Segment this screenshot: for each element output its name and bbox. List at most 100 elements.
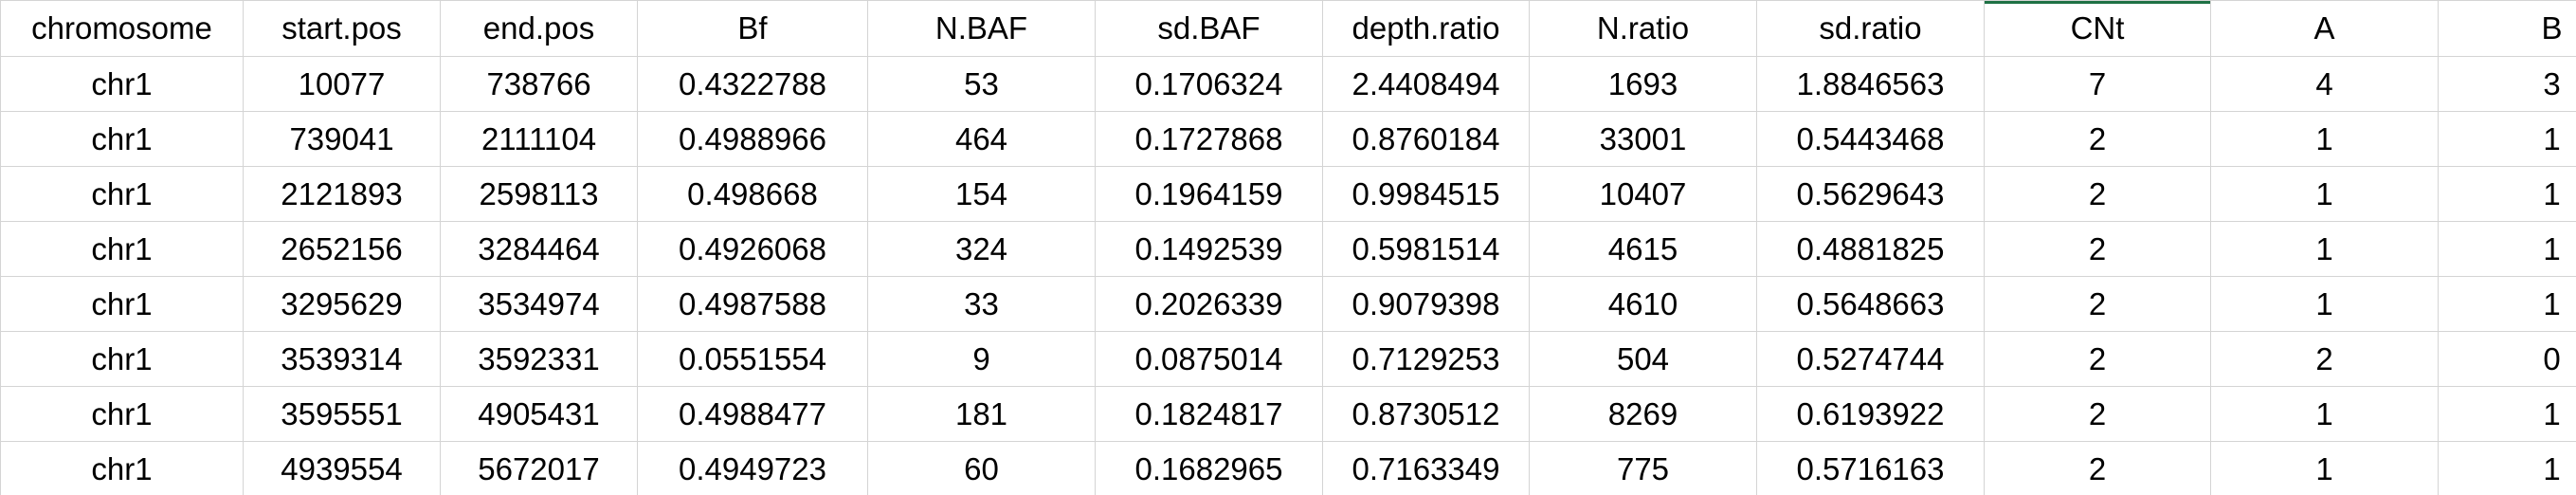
column-header[interactable]: sd.BAF: [1095, 0, 1323, 57]
table-cell[interactable]: 4615: [1529, 221, 1757, 277]
table-cell[interactable]: 2598113: [440, 166, 638, 222]
table-cell[interactable]: chr1: [0, 56, 244, 112]
table-cell[interactable]: 154: [867, 166, 1096, 222]
table-cell[interactable]: 2111104: [440, 111, 638, 167]
table-cell[interactable]: 1: [2438, 111, 2576, 167]
table-cell[interactable]: 4939554: [243, 441, 441, 495]
table-cell[interactable]: chr1: [0, 386, 244, 442]
table-cell[interactable]: 0.5443468: [1756, 111, 1985, 167]
column-header[interactable]: N.ratio: [1529, 0, 1757, 57]
table-cell[interactable]: 9: [867, 331, 1096, 387]
table-cell[interactable]: 2: [1984, 276, 2211, 332]
table-cell[interactable]: 0.4988966: [637, 111, 868, 167]
table-cell[interactable]: 0.6193922: [1756, 386, 1985, 442]
table-cell[interactable]: 0.9079398: [1322, 276, 1530, 332]
table-cell[interactable]: 0.1492539: [1095, 221, 1323, 277]
table-cell[interactable]: 10407: [1529, 166, 1757, 222]
table-cell[interactable]: 1: [2438, 386, 2576, 442]
table-cell[interactable]: 464: [867, 111, 1096, 167]
table-cell[interactable]: 2652156: [243, 221, 441, 277]
column-header[interactable]: end.pos: [440, 0, 638, 57]
table-cell[interactable]: chr1: [0, 331, 244, 387]
table-cell[interactable]: 2: [1984, 166, 2211, 222]
column-header[interactable]: depth.ratio: [1322, 0, 1530, 57]
table-cell[interactable]: 2: [1984, 111, 2211, 167]
table-cell[interactable]: 7: [1984, 56, 2211, 112]
table-cell[interactable]: 33001: [1529, 111, 1757, 167]
table-cell[interactable]: 0.4881825: [1756, 221, 1985, 277]
table-cell[interactable]: 2: [1984, 441, 2211, 495]
table-cell[interactable]: 0.4987588: [637, 276, 868, 332]
table-cell[interactable]: 738766: [440, 56, 638, 112]
table-cell[interactable]: 0.8730512: [1322, 386, 1530, 442]
table-cell[interactable]: 0.1706324: [1095, 56, 1323, 112]
table-cell[interactable]: chr1: [0, 221, 244, 277]
column-header[interactable]: A: [2210, 0, 2439, 57]
table-cell[interactable]: 0.7163349: [1322, 441, 1530, 495]
table-cell[interactable]: 0.4949723: [637, 441, 868, 495]
table-cell[interactable]: 5672017: [440, 441, 638, 495]
table-cell[interactable]: 504: [1529, 331, 1757, 387]
column-header[interactable]: Bf: [637, 0, 868, 57]
column-header[interactable]: sd.ratio: [1756, 0, 1985, 57]
table-cell[interactable]: 10077: [243, 56, 441, 112]
table-cell[interactable]: 0.5648663: [1756, 276, 1985, 332]
table-cell[interactable]: 1: [2438, 441, 2576, 495]
table-cell[interactable]: 0.498668: [637, 166, 868, 222]
table-cell[interactable]: 0.4988477: [637, 386, 868, 442]
table-cell[interactable]: 0.5716163: [1756, 441, 1985, 495]
table-cell[interactable]: 1: [2210, 386, 2439, 442]
table-cell[interactable]: 181: [867, 386, 1096, 442]
table-cell[interactable]: 0.7129253: [1322, 331, 1530, 387]
table-cell[interactable]: 4610: [1529, 276, 1757, 332]
table-cell[interactable]: 1: [2210, 221, 2439, 277]
table-cell[interactable]: 3: [2438, 56, 2576, 112]
table-cell[interactable]: 53: [867, 56, 1096, 112]
table-cell[interactable]: 3595551: [243, 386, 441, 442]
table-cell[interactable]: 0.8760184: [1322, 111, 1530, 167]
table-cell[interactable]: chr1: [0, 166, 244, 222]
table-cell[interactable]: 1: [2438, 276, 2576, 332]
table-cell[interactable]: 33: [867, 276, 1096, 332]
column-header-selected[interactable]: CNt: [1984, 0, 2211, 57]
table-cell[interactable]: 0.0875014: [1095, 331, 1323, 387]
table-cell[interactable]: 1: [2210, 276, 2439, 332]
table-cell[interactable]: 1: [2438, 221, 2576, 277]
table-cell[interactable]: 775: [1529, 441, 1757, 495]
table-cell[interactable]: 1: [2438, 166, 2576, 222]
column-header[interactable]: B: [2438, 0, 2576, 57]
table-cell[interactable]: 1: [2210, 111, 2439, 167]
table-cell[interactable]: 3592331: [440, 331, 638, 387]
table-cell[interactable]: 0.0551554: [637, 331, 868, 387]
table-cell[interactable]: 0: [2438, 331, 2576, 387]
table-cell[interactable]: 0.5274744: [1756, 331, 1985, 387]
table-cell[interactable]: 2: [1984, 331, 2211, 387]
table-cell[interactable]: 0.1964159: [1095, 166, 1323, 222]
table-cell[interactable]: 2: [2210, 331, 2439, 387]
table-cell[interactable]: 0.5981514: [1322, 221, 1530, 277]
column-header[interactable]: N.BAF: [867, 0, 1096, 57]
table-cell[interactable]: 0.9984515: [1322, 166, 1530, 222]
table-cell[interactable]: 739041: [243, 111, 441, 167]
table-cell[interactable]: 8269: [1529, 386, 1757, 442]
table-cell[interactable]: 0.1824817: [1095, 386, 1323, 442]
table-cell[interactable]: 1: [2210, 441, 2439, 495]
table-cell[interactable]: 1.8846563: [1756, 56, 1985, 112]
table-cell[interactable]: 2.4408494: [1322, 56, 1530, 112]
table-cell[interactable]: 3539314: [243, 331, 441, 387]
table-cell[interactable]: 3284464: [440, 221, 638, 277]
column-header[interactable]: chromosome: [0, 0, 244, 57]
table-cell[interactable]: chr1: [0, 276, 244, 332]
table-cell[interactable]: 0.2026339: [1095, 276, 1323, 332]
column-header[interactable]: start.pos: [243, 0, 441, 57]
table-cell[interactable]: 4905431: [440, 386, 638, 442]
table-cell[interactable]: 0.1682965: [1095, 441, 1323, 495]
table-cell[interactable]: 0.4926068: [637, 221, 868, 277]
table-cell[interactable]: 1: [2210, 166, 2439, 222]
table-cell[interactable]: 0.1727868: [1095, 111, 1323, 167]
table-cell[interactable]: 2121893: [243, 166, 441, 222]
table-cell[interactable]: chr1: [0, 111, 244, 167]
table-cell[interactable]: 3534974: [440, 276, 638, 332]
table-cell[interactable]: 2: [1984, 386, 2211, 442]
table-cell[interactable]: 60: [867, 441, 1096, 495]
